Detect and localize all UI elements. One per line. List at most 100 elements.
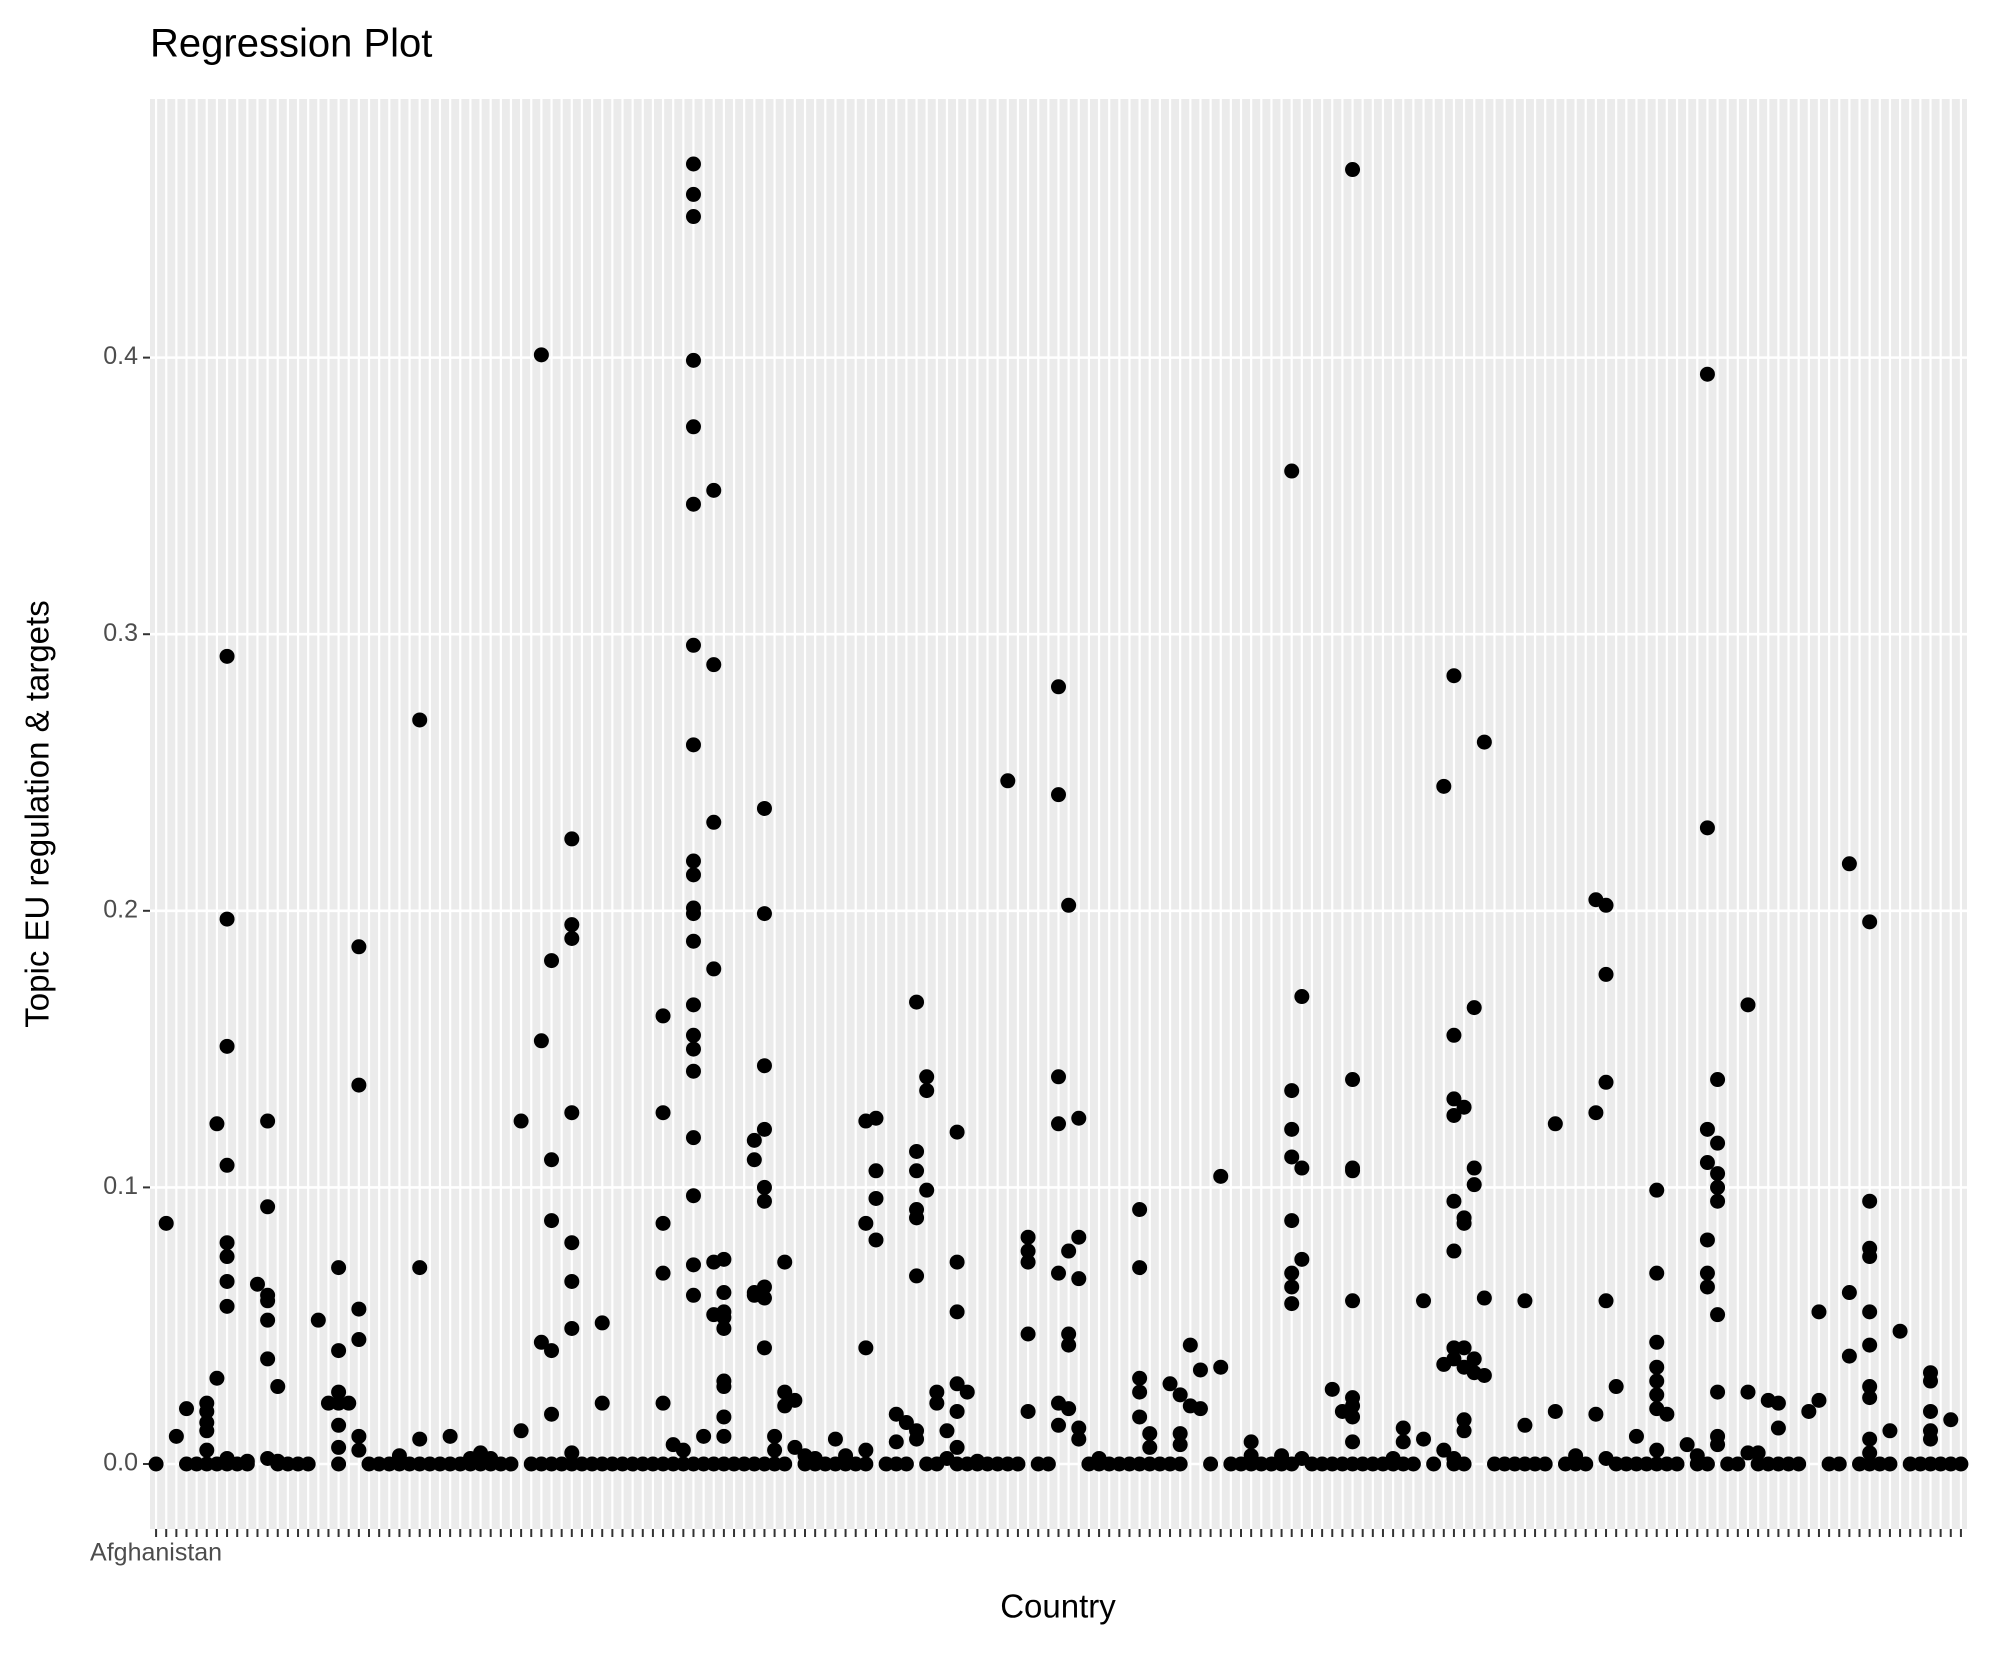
- point: [1608, 1379, 1624, 1395]
- point: [1699, 1456, 1715, 1472]
- point: [533, 1334, 549, 1350]
- point: [1476, 734, 1492, 750]
- point: [158, 1215, 174, 1231]
- point: [199, 1403, 215, 1419]
- point: [1243, 1434, 1259, 1450]
- point: [199, 1442, 215, 1458]
- point: [696, 1428, 712, 1444]
- point: [544, 953, 560, 969]
- point: [756, 1193, 772, 1209]
- point: [1446, 668, 1462, 684]
- point: [260, 1199, 276, 1215]
- point: [219, 1298, 235, 1314]
- point: [949, 1124, 965, 1140]
- point: [331, 1439, 347, 1455]
- y-tick-label: 0.1: [103, 1172, 138, 1200]
- point: [594, 1315, 610, 1331]
- point: [1466, 1000, 1482, 1016]
- point: [685, 186, 701, 202]
- point: [1547, 1403, 1563, 1419]
- point: [685, 853, 701, 869]
- point: [909, 1431, 925, 1447]
- point: [685, 419, 701, 435]
- point: [1436, 1442, 1452, 1458]
- point: [1862, 1193, 1878, 1209]
- point: [239, 1456, 255, 1472]
- point: [1841, 1348, 1857, 1364]
- point: [179, 1401, 195, 1417]
- point: [219, 1273, 235, 1289]
- point: [858, 1456, 874, 1472]
- point: [1284, 1121, 1300, 1137]
- point: [1922, 1403, 1938, 1419]
- point: [756, 1058, 772, 1074]
- point: [1172, 1456, 1188, 1472]
- point: [544, 1406, 560, 1422]
- point: [949, 1304, 965, 1320]
- point: [898, 1415, 914, 1431]
- point: [1284, 1083, 1300, 1099]
- point: [787, 1439, 803, 1455]
- point: [706, 961, 722, 977]
- point: [1446, 1193, 1462, 1209]
- point: [706, 482, 722, 498]
- point: [1649, 1387, 1665, 1403]
- point: [1588, 1105, 1604, 1121]
- point: [1628, 1428, 1644, 1444]
- point: [310, 1312, 326, 1328]
- point: [1547, 1116, 1563, 1132]
- point: [1132, 1370, 1148, 1386]
- point: [1882, 1456, 1898, 1472]
- y-tick-label: 0.0: [103, 1449, 138, 1477]
- point: [1699, 366, 1715, 382]
- point: [655, 1265, 671, 1281]
- point: [919, 1182, 935, 1198]
- point: [716, 1320, 732, 1336]
- point: [1456, 1456, 1472, 1472]
- point: [1862, 1249, 1878, 1265]
- point: [219, 911, 235, 927]
- point: [1294, 1160, 1310, 1176]
- point: [219, 1157, 235, 1173]
- point: [1598, 1293, 1614, 1309]
- point: [1699, 1232, 1715, 1248]
- point: [1061, 1243, 1077, 1259]
- point: [1345, 1409, 1361, 1425]
- point: [1699, 1265, 1715, 1281]
- point: [1345, 1398, 1361, 1414]
- point: [1649, 1373, 1665, 1389]
- point: [533, 347, 549, 363]
- point: [249, 1276, 265, 1292]
- point: [949, 1254, 965, 1270]
- point: [331, 1417, 347, 1433]
- point: [1649, 1359, 1665, 1375]
- point: [1456, 1423, 1472, 1439]
- point: [1649, 1442, 1665, 1458]
- point: [685, 1188, 701, 1204]
- y-tick-label: 0.4: [103, 342, 138, 370]
- point: [1071, 1271, 1087, 1287]
- point: [1598, 897, 1614, 913]
- point: [331, 1343, 347, 1359]
- point: [655, 1008, 671, 1024]
- point: [1649, 1265, 1665, 1281]
- point: [858, 1215, 874, 1231]
- point: [777, 1456, 793, 1472]
- point: [1446, 1091, 1462, 1107]
- point: [655, 1395, 671, 1411]
- point: [1456, 1215, 1472, 1231]
- point: [1416, 1293, 1432, 1309]
- point: [513, 1423, 529, 1439]
- point: [929, 1395, 945, 1411]
- point: [1405, 1456, 1421, 1472]
- point: [1456, 1412, 1472, 1428]
- point: [1679, 1437, 1695, 1453]
- point: [716, 1251, 732, 1267]
- point: [1284, 1296, 1300, 1312]
- point: [756, 1279, 772, 1295]
- point: [1051, 1116, 1066, 1132]
- point: [1476, 1367, 1492, 1383]
- point: [685, 1257, 701, 1273]
- point: [685, 867, 701, 883]
- point: [929, 1384, 945, 1400]
